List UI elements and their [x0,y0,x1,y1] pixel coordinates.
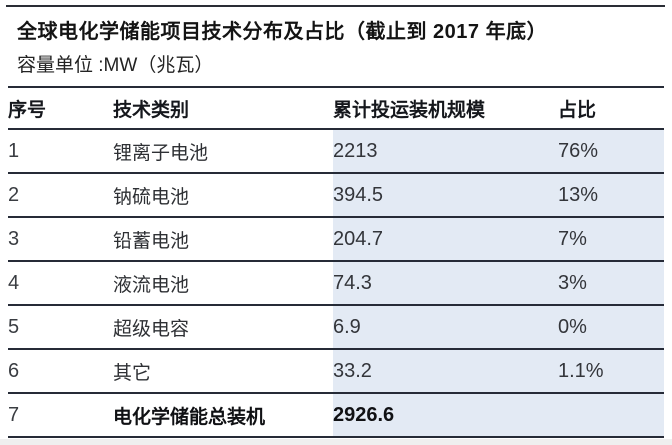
cell-capacity: 394.5 [333,173,558,218]
cell-index: 4 [8,261,113,306]
cell-capacity: 204.7 [333,217,558,262]
col-header-technology: 技术类别 [113,86,333,130]
cell-share: 0% [558,305,664,350]
col-header-capacity: 累计投运装机规模 [333,86,558,130]
header-row: 序号 技术类别 累计投运装机规模 占比 [8,86,664,130]
table-header: 序号 技术类别 累计投运装机规模 占比 [8,86,664,130]
bottom-shadow [0,439,672,445]
cell-technology: 锂离子电池 [113,129,333,174]
cell-index: 3 [8,217,113,262]
cell-share: 1.1% [558,349,664,394]
cell-technology: 钠硫电池 [113,173,333,218]
capacity-unit-label: 容量单位 :MW（兆瓦） [17,55,214,76]
cell-technology: 超级电容 [113,305,333,350]
cell-index: 6 [8,349,113,394]
col-header-share: 占比 [558,86,664,130]
table-row: 6 其它 33.2 1.1% [8,349,664,394]
col-header-index: 序号 [8,86,113,130]
table-row: 5 超级电容 6.9 0% [8,305,664,350]
table-row: 3 铅蓄电池 204.7 7% [8,217,664,262]
cell-capacity: 74.3 [333,261,558,306]
page-title: 全球电化学储能项目技术分布及占比（截止到 2017 年底） [17,21,548,43]
cell-capacity: 2926.6 [333,393,558,438]
cell-index: 5 [8,305,113,350]
cell-technology: 铅蓄电池 [113,217,333,262]
cell-share: 76% [558,129,664,174]
table-body: 1 锂离子电池 2213 76% 2 钠硫电池 394.5 13% 3 铅蓄电池 204.7 7% 4 液… [8,129,664,438]
cell-share: 3% [558,261,664,306]
table-row: 1 锂离子电池 2213 76% [8,129,664,174]
cell-capacity: 2213 [333,129,558,174]
top-rule [6,5,665,7]
cell-index: 1 [8,129,113,174]
cell-capacity: 33.2 [333,349,558,394]
table-row: 2 钠硫电池 394.5 13% [8,173,664,218]
cell-share [558,393,664,438]
cell-technology: 液流电池 [113,261,333,306]
cell-technology: 电化学储能总装机 [113,393,333,438]
table-row: 7 电化学储能总装机 2926.6 [8,393,664,438]
cell-index: 7 [8,393,113,438]
table-row: 4 液流电池 74.3 3% [8,261,664,306]
cell-share: 13% [558,173,664,218]
cell-technology: 其它 [113,349,333,394]
cell-capacity: 6.9 [333,305,558,350]
cell-share: 7% [558,217,664,262]
cell-index: 2 [8,173,113,218]
storage-tech-table: 序号 技术类别 累计投运装机规模 占比 1 锂离子电池 2213 76% 2 钠硫电池 39… [8,86,664,438]
